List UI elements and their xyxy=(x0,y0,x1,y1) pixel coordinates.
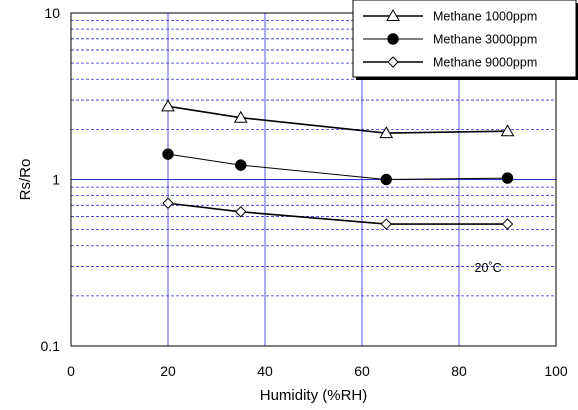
x-tick-label: 20 xyxy=(160,363,176,379)
data-point xyxy=(501,172,514,184)
data-point xyxy=(235,159,247,171)
x-axis-title: Humidity (%RH) xyxy=(260,387,368,404)
series-line xyxy=(167,153,508,181)
data-point xyxy=(162,148,174,160)
series-layer xyxy=(161,99,515,230)
y-tick-label: 10 xyxy=(44,5,60,21)
series-2 xyxy=(162,148,514,186)
legend-marker xyxy=(387,56,399,68)
x-tick-label: 100 xyxy=(544,363,568,379)
plot-frame xyxy=(70,12,557,347)
series-line xyxy=(167,105,508,134)
legend-label: Methane 9000ppm xyxy=(433,56,537,70)
grid-layer xyxy=(71,13,556,346)
legend-label: Methane 3000ppm xyxy=(433,33,537,47)
legend-marker xyxy=(386,8,400,21)
legend: Methane 1000ppm Methane 3000ppm Methane 90… xyxy=(352,0,578,80)
y-tick-label: 1 xyxy=(52,172,60,188)
series-line xyxy=(167,202,508,225)
data-point xyxy=(379,126,394,139)
data-point xyxy=(233,110,248,123)
temperature-annotation: 20˚C xyxy=(475,261,502,275)
data-point xyxy=(162,197,174,209)
data-point xyxy=(235,206,247,218)
legend-label: Methane 1000ppm xyxy=(433,10,537,24)
data-point xyxy=(380,173,392,186)
x-tick-label: 0 xyxy=(67,363,75,379)
series-3 xyxy=(162,197,514,230)
y-tick-label: 0.1 xyxy=(41,338,61,354)
x-tick-label: 80 xyxy=(451,363,467,379)
x-tick-label: 60 xyxy=(354,363,370,379)
data-point xyxy=(161,99,175,112)
x-axis-ticks: 0 20 40 60 80 100 xyxy=(67,363,568,379)
series-1 xyxy=(161,99,515,139)
x-tick-label: 40 xyxy=(257,363,273,379)
data-point xyxy=(380,218,392,230)
y-axis-ticks: 0.1 1 10 xyxy=(41,5,61,354)
data-point xyxy=(501,218,514,230)
legend-marker xyxy=(387,33,399,45)
y-axis-title: Rs/Ro xyxy=(17,159,34,201)
data-point xyxy=(500,124,515,137)
